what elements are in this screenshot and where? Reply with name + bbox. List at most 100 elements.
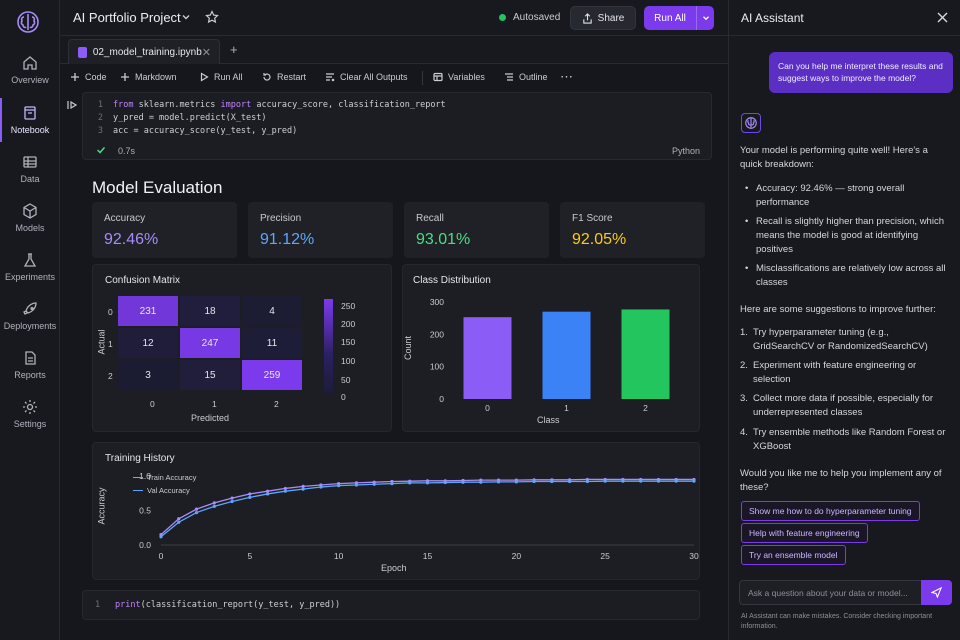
y-tick-label: 200 [430, 329, 444, 339]
legend-item: Train Accuracy [133, 471, 196, 484]
bar [463, 317, 512, 399]
data-point [266, 492, 270, 496]
chart-title: Training History [105, 453, 175, 464]
variables-button[interactable]: Variables [433, 72, 485, 82]
y-axis-label: Actual [96, 329, 107, 355]
data-point [248, 492, 252, 496]
new-tab-plus-icon[interactable]: + [230, 42, 238, 57]
code-label: Code [85, 72, 107, 82]
code-cell[interactable]: 1 print (classification_report(y_test, y_… [82, 590, 700, 620]
add-markdown-button[interactable]: Markdown [120, 72, 177, 82]
autosave-status: Autosaved [499, 12, 560, 23]
top-bar: AI Portfolio Project Autosaved Share Run… [60, 0, 728, 36]
data-point [301, 484, 305, 488]
quick-reply-button[interactable]: Try an ensemble model [741, 545, 846, 565]
followup-question: Would you like me to help you implement … [740, 468, 942, 493]
suggestion-item: 3. Collect more data if possible, especia… [740, 393, 934, 418]
sidebar-item-data[interactable]: Data [0, 147, 60, 191]
clear-outputs-button[interactable]: Clear All Outputs [325, 72, 408, 82]
data-point [390, 481, 394, 486]
data-point [212, 504, 216, 508]
x-tick-label: 30 [689, 551, 699, 561]
legend-label: Train Accuracy [147, 473, 197, 482]
sidebar-item-label: Overview [11, 75, 49, 85]
more-options-icon[interactable]: ⋯ [560, 69, 573, 84]
sidebar-item-experiments[interactable]: Experiments [0, 245, 60, 289]
code-cell[interactable]: 1 from sklearn.metrics import accuracy_s… [82, 92, 712, 160]
add-code-button[interactable]: Code [70, 72, 107, 82]
project-title[interactable]: AI Portfolio Project [73, 10, 181, 25]
run-cell-icon[interactable] [66, 99, 78, 111]
bar [542, 311, 591, 399]
data-point [372, 482, 376, 486]
metric-value: 92.46% [104, 231, 159, 248]
sidebar-item-notebook[interactable]: Notebook [0, 98, 60, 142]
file-tab-bar: 02_model_training.ipynb ✕ + [60, 36, 728, 64]
share-button[interactable]: Share [570, 6, 636, 30]
sidebar-item-reports[interactable]: Reports [0, 343, 60, 387]
x-tick-label: 2 [643, 403, 648, 413]
chart-legend: Train Accuracy Val Accuracy [133, 471, 196, 497]
confusion-cell: 15 [179, 359, 241, 391]
suggestion-text: Collect more data if possible, especiall… [753, 393, 934, 418]
data-point [443, 480, 447, 485]
star-icon[interactable] [205, 10, 219, 24]
sidebar-item-models[interactable]: Models [0, 196, 60, 240]
plus-icon [121, 73, 129, 81]
table-icon [23, 156, 37, 168]
brain-logo-icon[interactable] [14, 8, 42, 36]
sidebar-item-deployments[interactable]: Deployments [0, 294, 60, 338]
restart-button[interactable]: Restart [262, 72, 306, 82]
cube-icon [23, 203, 37, 219]
tab-notebook-file[interactable]: 02_model_training.ipynb ✕ [68, 39, 220, 64]
outline-button[interactable]: Outline [504, 72, 548, 82]
restart-label: Restart [277, 72, 307, 82]
keyword: from [113, 100, 134, 110]
x-tick-label: 1 [212, 399, 217, 409]
data-point [621, 479, 625, 483]
x-tick-label: 10 [334, 551, 344, 561]
run-options-chevron-icon[interactable] [697, 13, 714, 23]
class-distribution-panel: Class Distribution 300 200 100 0 0 1 2 Count C… [402, 264, 700, 432]
data-point [283, 486, 287, 491]
x-tick-label: 5 [247, 551, 252, 561]
metric-label: Recall [416, 213, 444, 224]
code-text: accuracy_score, classification_report [251, 100, 446, 110]
code-text: sklearn.metrics [133, 100, 221, 110]
cell-output: Model Evaluation Accuracy 92.46% Precisi… [82, 168, 712, 584]
chevron-down-icon[interactable] [180, 11, 192, 23]
sidebar-item-label: Models [15, 223, 45, 233]
close-icon[interactable] [937, 12, 948, 23]
code-line: 2 y_pred = model.predict(X_test) [83, 113, 267, 126]
sidebar-item-overview[interactable]: Overview [0, 48, 60, 92]
send-button[interactable] [921, 580, 952, 605]
check-icon [96, 146, 106, 154]
code-text: y_pred = model.predict(X_test) [113, 113, 267, 123]
disclaimer: AI Assistant can make mistakes. Consider… [741, 613, 933, 630]
clear-outputs-label: Clear All Outputs [340, 72, 408, 82]
metric-value: 91.12% [260, 231, 315, 248]
notebook-toolbar: Code Markdown Run All Restart Clear All … [60, 64, 728, 92]
code-text: acc = accuracy_score(y_test, y_pred) [113, 126, 298, 136]
quick-reply-button[interactable]: Show me how to do hyperparameter tuning [741, 501, 920, 521]
confusion-cell: 11 [241, 327, 303, 359]
colorbar-tick: 150 [341, 337, 356, 347]
data-point [283, 489, 287, 493]
quick-reply-button[interactable]: Help with feature engineering [741, 523, 868, 543]
close-tab-icon[interactable]: ✕ [201, 46, 211, 59]
metric-card-f1: F1 Score 92.05% [560, 202, 705, 258]
x-tick-label: 0 [150, 399, 155, 409]
sidebar-item-label: Experiments [4, 272, 56, 282]
run-all-button[interactable]: Run All [644, 6, 714, 30]
y-tick-label: 100 [430, 362, 444, 372]
data-point [408, 481, 412, 485]
sidebar-item-settings[interactable]: Settings [0, 392, 60, 436]
run-all-toolbar-button[interactable]: Run All [199, 72, 243, 82]
x-tick-label: 25 [600, 551, 610, 561]
markdown-label: Markdown [135, 72, 177, 82]
colorbar-tick: 200 [341, 319, 356, 329]
code-text: (classification_report(y_test, y_pred)) [140, 600, 341, 610]
data-point [550, 479, 554, 484]
language-label[interactable]: Python [671, 146, 700, 156]
ask-input[interactable]: Ask a question about your data or model.… [739, 580, 952, 605]
